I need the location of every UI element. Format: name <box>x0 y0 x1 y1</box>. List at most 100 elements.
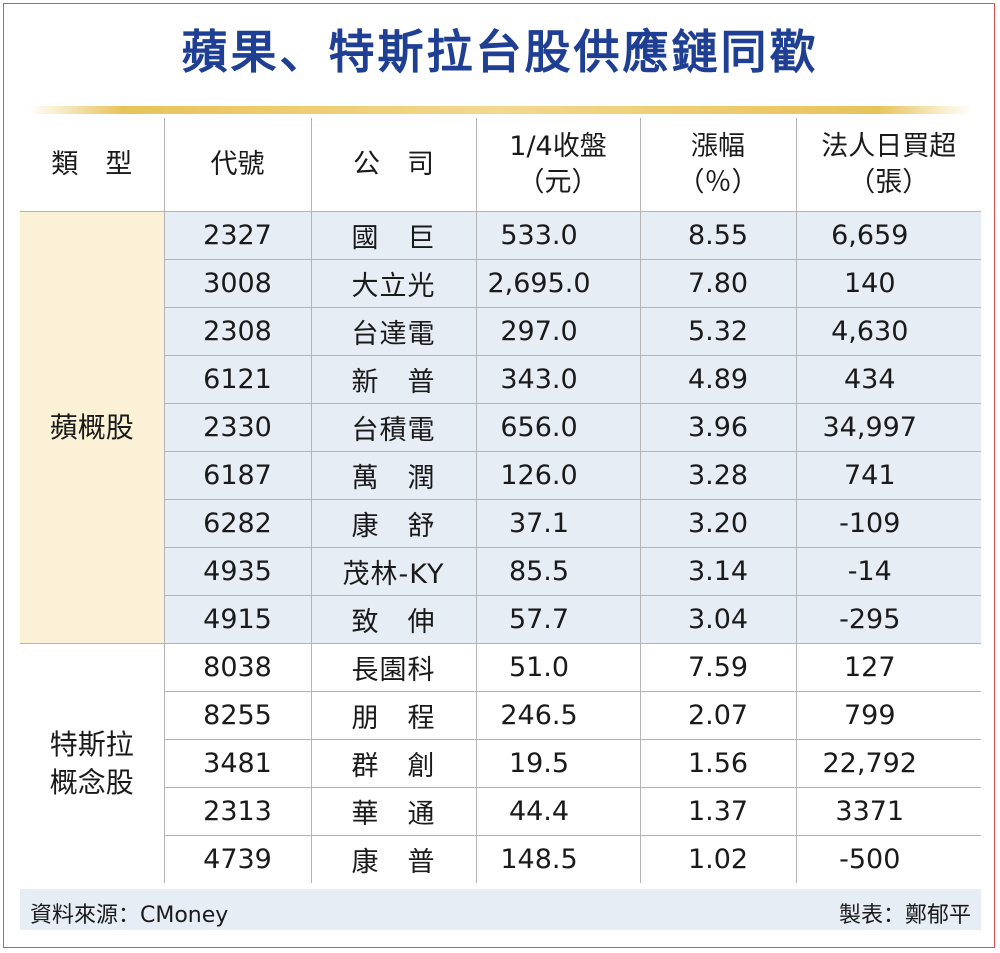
cell-company: 萬 潤 <box>310 451 476 500</box>
cell-code: 4915 <box>163 595 311 644</box>
cell-company: 長園科 <box>310 643 476 692</box>
table-row: 6121 新 普 343.0 4.89 434 <box>20 355 981 404</box>
table-row: 2330 台積電 656.0 3.96 34,997 <box>20 403 981 452</box>
page-title: 蘋果、特斯拉台股供應鏈同歡 <box>181 25 819 79</box>
cell-inst: 741 <box>795 451 981 500</box>
group-label-apple: 蘋概股 <box>20 211 164 644</box>
table-row: 4915 致 伸 57.7 3.04 -295 <box>20 595 981 644</box>
cell-inst: -14 <box>795 547 981 596</box>
cell-code: 2327 <box>163 211 311 260</box>
cell-change: 3.14 <box>639 547 796 596</box>
cell-code: 6187 <box>163 451 311 500</box>
cell-inst: 434 <box>795 355 981 404</box>
table-row: 4935 茂林-KY 85.5 3.14 -14 <box>20 547 981 596</box>
cell-change: 1.56 <box>639 739 796 788</box>
table-row: 3481 群 創 19.5 1.56 22,792 <box>20 739 981 788</box>
header-change-unit: （％） <box>677 166 759 198</box>
cell-code: 6121 <box>163 355 311 404</box>
maker-note: 製表：鄭郁平 <box>838 903 971 928</box>
header-change-label: 漲幅 <box>691 130 745 162</box>
cell-code: 2330 <box>163 403 311 452</box>
cell-close: 126.0 <box>475 451 640 500</box>
header-code: 代號 <box>163 118 311 212</box>
cell-close: 343.0 <box>475 355 640 404</box>
cell-company: 新 普 <box>310 355 476 404</box>
cell-inst: 127 <box>795 643 981 692</box>
cell-change: 3.20 <box>639 499 796 548</box>
cell-close: 51.0 <box>475 643 640 692</box>
cell-inst: 22,792 <box>795 739 981 788</box>
cell-close: 533.0 <box>475 211 640 260</box>
table-row: 2313 華 通 44.4 1.37 3371 <box>20 787 981 836</box>
source-note: 資料來源：CMoney <box>30 903 229 928</box>
cell-company: 康 舒 <box>310 499 476 548</box>
cell-inst: -109 <box>795 499 981 548</box>
header-change: 漲幅 （％） <box>639 118 796 212</box>
cell-change: 1.37 <box>639 787 796 836</box>
table-row: 3008 大立光 2,695.0 7.80 140 <box>20 259 981 308</box>
cell-close: 85.5 <box>475 547 640 596</box>
cell-company: 國 巨 <box>310 211 476 260</box>
cell-close: 37.1 <box>475 499 640 548</box>
cell-inst: 140 <box>795 259 981 308</box>
cell-inst: 3371 <box>795 787 981 836</box>
table-row: 2308 台達電 297.0 5.32 4,630 <box>20 307 981 356</box>
cell-code: 4935 <box>163 547 311 596</box>
header-close-label: 1/4收盤 <box>509 130 607 162</box>
cell-code: 8255 <box>163 691 311 740</box>
group-label-tesla: 特斯拉 概念股 <box>20 643 164 883</box>
cell-close: 148.5 <box>475 835 640 883</box>
cell-code: 3481 <box>163 739 311 788</box>
cell-close: 19.5 <box>475 739 640 788</box>
cell-close: 44.4 <box>475 787 640 836</box>
cell-change: 7.59 <box>639 643 796 692</box>
title-divider <box>28 106 972 114</box>
table-header-row: 類 型 代號 公 司 1/4收盤 （元） 漲幅 （％） 法人日買超 （張） <box>20 118 981 212</box>
cell-code: 3008 <box>163 259 311 308</box>
header-inst-unit: （張） <box>848 166 930 198</box>
cell-company: 台達電 <box>310 307 476 356</box>
cell-company: 群 創 <box>310 739 476 788</box>
cell-inst: 34,997 <box>795 403 981 452</box>
cell-change: 5.32 <box>639 307 796 356</box>
cell-company: 致 伸 <box>310 595 476 644</box>
cell-code: 4739 <box>163 835 311 883</box>
header-company: 公 司 <box>310 118 476 212</box>
cell-close: 2,695.0 <box>475 259 640 308</box>
table-row: 6187 萬 潤 126.0 3.28 741 <box>20 451 981 500</box>
cell-company: 康 普 <box>310 835 476 883</box>
group-label-tesla-line1: 特斯拉 <box>49 727 134 761</box>
cell-change: 3.96 <box>639 403 796 452</box>
cell-change: 8.55 <box>639 211 796 260</box>
stock-table: 類 型 代號 公 司 1/4收盤 （元） 漲幅 （％） 法人日買超 （張） 蘋概… <box>20 118 981 883</box>
cell-inst: -500 <box>795 835 981 883</box>
cell-close: 297.0 <box>475 307 640 356</box>
header-inst: 法人日買超 （張） <box>795 118 981 212</box>
cell-inst: 6,659 <box>795 211 981 260</box>
cell-code: 2313 <box>163 787 311 836</box>
table-row: 4739 康 普 148.5 1.02 -500 <box>20 835 981 883</box>
cell-change: 4.89 <box>639 355 796 404</box>
cell-company: 朋 程 <box>310 691 476 740</box>
cell-company: 茂林-KY <box>310 547 476 596</box>
cell-code: 6282 <box>163 499 311 548</box>
cell-close: 57.7 <box>475 595 640 644</box>
header-inst-label: 法人日買超 <box>821 130 957 162</box>
cell-company: 華 通 <box>310 787 476 836</box>
group-label-tesla-line2: 概念股 <box>49 765 134 799</box>
cell-code: 2308 <box>163 307 311 356</box>
cell-company: 大立光 <box>310 259 476 308</box>
cell-inst: 4,630 <box>795 307 981 356</box>
table-row: 8255 朋 程 246.5 2.07 799 <box>20 691 981 740</box>
cell-change: 1.02 <box>639 835 796 883</box>
cell-change: 3.04 <box>639 595 796 644</box>
cell-close: 656.0 <box>475 403 640 452</box>
header-close-unit: （元） <box>517 166 599 198</box>
header-close: 1/4收盤 （元） <box>475 118 640 212</box>
cell-change: 2.07 <box>639 691 796 740</box>
cell-inst: 799 <box>795 691 981 740</box>
table-row: 特斯拉 概念股 8038 長園科 51.0 7.59 127 <box>20 643 981 883</box>
table-footer: 資料來源：CMoney 製表：鄭郁平 <box>20 889 981 930</box>
table-row: 6282 康 舒 37.1 3.20 -109 <box>20 499 981 548</box>
cell-company: 台積電 <box>310 403 476 452</box>
